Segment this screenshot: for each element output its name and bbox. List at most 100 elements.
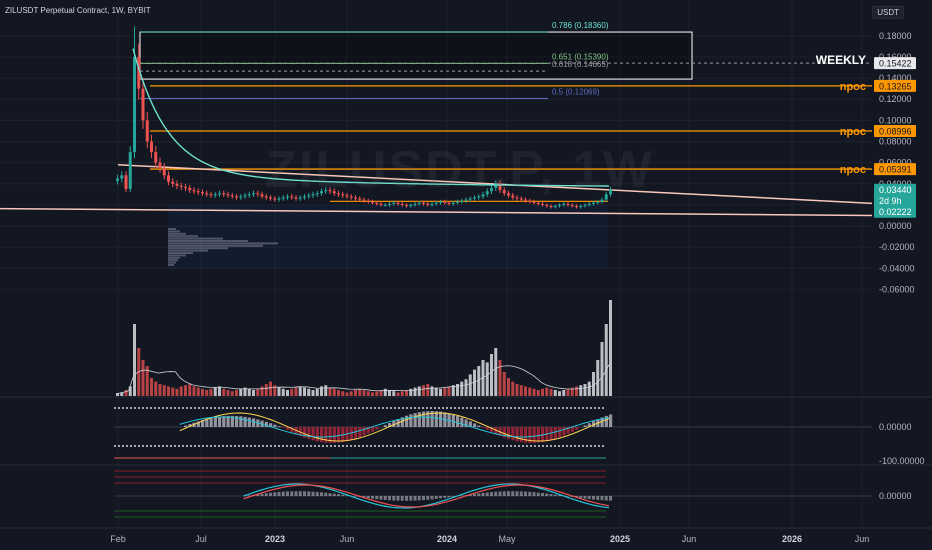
osc2-histogram (536, 492, 540, 496)
volume-bar (507, 378, 510, 396)
candle-body (303, 196, 306, 198)
value-area (168, 205, 608, 269)
candle-body (192, 190, 196, 192)
candle-body (447, 202, 451, 204)
osc1-histogram (519, 427, 523, 443)
candle-body (315, 193, 319, 195)
volume-bar (116, 393, 119, 396)
osc1-histogram (358, 427, 362, 438)
osc2-histogram (426, 496, 430, 500)
candle-body (349, 196, 353, 198)
price-tag-bg (874, 205, 916, 218)
volume-bar (409, 388, 413, 396)
price-tick-label: 0.12000 (879, 94, 912, 104)
volume-bar (145, 366, 149, 396)
volume-bar (218, 386, 221, 396)
osc1-histogram (405, 415, 409, 427)
osc1-histogram (303, 427, 307, 438)
candle-body (379, 203, 383, 205)
fib-label: 0.786 (0.18360) (552, 21, 609, 30)
profile-bar (168, 261, 176, 264)
candle-body (209, 194, 213, 196)
profile-bar (168, 235, 198, 238)
volume-bar (243, 387, 247, 396)
time-axis[interactable]: Feb Jul 2023 Jun 2024 May 2025 Jun 2026 Jun (0, 527, 932, 544)
osc2-histogram (247, 495, 251, 496)
candle-body (400, 203, 404, 205)
candle-body (196, 191, 200, 193)
price-tick-label: 0.08000 (879, 137, 912, 147)
npoc-label: npoc (840, 81, 866, 93)
profile-bar (168, 249, 208, 252)
osc2-histogram (609, 496, 612, 501)
osc2-histogram (307, 491, 311, 496)
candle-body (451, 202, 455, 204)
candle-body (583, 204, 587, 206)
gridlines (0, 0, 932, 528)
volume-bar (592, 372, 595, 396)
volume-bar (375, 391, 379, 396)
osc1-histogram (337, 427, 341, 443)
volume-bar (341, 391, 345, 396)
osc1-histogram (188, 424, 192, 427)
candle-body (566, 203, 570, 205)
price-tag-bg (874, 183, 916, 196)
osc2-histogram (264, 493, 268, 496)
lower-trendline (0, 207, 873, 217)
profile-bar (168, 256, 180, 259)
price-tick-label: 0.10000 (879, 115, 912, 125)
osc1-histogram (498, 427, 502, 436)
currency-badge[interactable]: USDT (872, 6, 904, 19)
osc1-histogram (184, 425, 188, 427)
time-tick-label: 2026 (782, 534, 802, 544)
candle-body (247, 194, 251, 196)
volume-bar (128, 386, 132, 396)
candle-body (464, 199, 468, 201)
volume-bar (604, 324, 608, 396)
price-tag-label: 0.02222 (879, 207, 912, 217)
osc1-histogram (332, 427, 336, 443)
candle-body (158, 162, 162, 168)
candle-body (477, 196, 481, 198)
osc1-tick-label: 0.00000 (879, 422, 912, 432)
volume-bar (328, 387, 332, 396)
candle-body (511, 195, 515, 198)
volume-bar (426, 384, 430, 396)
osc1-histogram (600, 417, 604, 427)
volume-bar (303, 387, 306, 396)
volume-bar (524, 386, 527, 396)
price-tick-label: -0.06000 (879, 284, 915, 294)
osc2-histogram (447, 496, 451, 498)
candle-body (430, 203, 434, 205)
osc1-histogram (536, 427, 540, 443)
volume-bar (379, 390, 383, 396)
npoc-levels[interactable]: npoc npoc npoc (150, 81, 872, 202)
osc1-histogram (417, 412, 421, 427)
osc2-histogram (392, 496, 396, 501)
candle-body (434, 202, 438, 204)
candle-body (154, 152, 158, 163)
volume-bar (464, 379, 468, 396)
volume-bar (337, 390, 340, 396)
volume-bar (158, 384, 162, 396)
profile-bar (168, 247, 228, 250)
volume-bar (311, 390, 315, 396)
candle-body (604, 194, 608, 200)
candle-body (443, 201, 447, 203)
candle-body (515, 197, 519, 199)
osc2-histogram (422, 496, 425, 501)
fib-box[interactable]: 0.786 (0.18360) 0.651 (0.15390)0.618 (0.1… (139, 21, 872, 100)
candle-body (345, 195, 349, 197)
candle-body (405, 204, 408, 206)
osc2-histogram (596, 496, 600, 500)
fib-label: 0.5 (0.12069) (552, 88, 600, 97)
volume-bar (413, 387, 417, 396)
osc1-histogram (213, 417, 217, 427)
profile-bar (168, 244, 263, 247)
osc2-histogram (383, 496, 387, 500)
osc1-histogram (328, 427, 332, 443)
volume-bar (439, 388, 442, 396)
osc2-histogram (532, 492, 536, 496)
osc2-histogram (434, 496, 438, 499)
